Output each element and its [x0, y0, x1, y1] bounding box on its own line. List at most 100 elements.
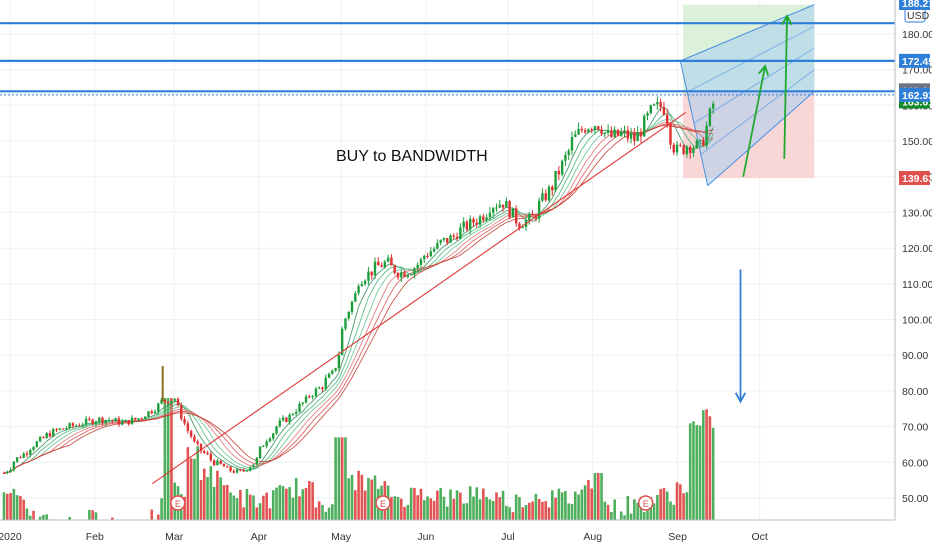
volume-bar [245, 488, 249, 520]
candle-body [446, 238, 449, 243]
candles [2, 96, 715, 475]
candle-body [143, 416, 147, 419]
volume-bar [577, 494, 580, 520]
volume-bar [521, 507, 525, 520]
candle-body [659, 101, 662, 107]
candle-body [616, 129, 620, 136]
volume-bar [442, 496, 446, 520]
candle-body [649, 105, 652, 114]
candle-body [629, 133, 633, 139]
candle-body [340, 328, 344, 356]
volume-bar [580, 489, 584, 520]
candle-body [58, 428, 62, 430]
candle-body [262, 445, 265, 447]
volume-bar [501, 490, 505, 520]
candle-body [610, 130, 613, 138]
candle-body [216, 460, 219, 466]
volume-bar [560, 492, 564, 520]
candle-body [265, 441, 268, 446]
volume-bar [232, 495, 236, 520]
candle-body [219, 460, 222, 465]
time-tick-label: Mar [165, 531, 184, 543]
volume-bar [209, 466, 213, 520]
price-tick-label: 50.00 [902, 493, 928, 505]
volume-bar [19, 495, 22, 520]
volume-bar [708, 416, 712, 520]
volume-bar [321, 504, 324, 520]
candle-body [669, 123, 672, 145]
candle-body [327, 373, 331, 378]
volume-bar [193, 458, 196, 520]
candle-body [229, 466, 232, 471]
candle-body [88, 418, 91, 420]
candle-body [134, 417, 137, 420]
volume-bar [409, 487, 413, 520]
volume-bar [212, 486, 216, 520]
candle-body [416, 264, 419, 269]
volume-bar [196, 446, 200, 520]
time-tick-label: Jul [501, 531, 514, 543]
volume-bar [702, 410, 705, 520]
candle-body [107, 419, 111, 421]
volume-bar [324, 511, 328, 520]
candle-body [613, 129, 616, 138]
volume-bar [32, 510, 35, 520]
candle-body [295, 411, 298, 414]
volume-bar [222, 485, 226, 520]
volume-bar [485, 496, 488, 520]
volume-bar [271, 490, 275, 520]
candle-body [45, 433, 48, 438]
price-tick-label: 60.00 [902, 457, 928, 469]
earnings-label: E [380, 499, 386, 509]
candle-body [432, 248, 436, 252]
candle-body [9, 469, 12, 472]
candle-body [393, 265, 396, 273]
candle-body [475, 222, 478, 225]
volume-bar [459, 492, 462, 520]
volume-bar [268, 508, 272, 520]
volume-bar [327, 507, 331, 520]
volume-bar [262, 495, 265, 520]
candle-body [29, 449, 32, 455]
volume-bar [94, 512, 98, 520]
volume-bar [465, 503, 469, 520]
candle-body [692, 148, 695, 153]
volume-bar [478, 499, 482, 520]
candle-body [501, 204, 505, 208]
candle-body [272, 433, 275, 439]
price-badge [899, 171, 930, 186]
candle-body [370, 271, 373, 276]
candle-body [544, 193, 547, 201]
volume-bar [669, 501, 672, 520]
candle-body [551, 186, 554, 191]
candle-body [564, 154, 567, 161]
volume-bar [235, 498, 239, 520]
volume-bar [225, 484, 229, 520]
channel-fill [680, 4, 815, 186]
candle-body [439, 239, 442, 243]
volume-bar [294, 478, 298, 520]
volume-bar [642, 511, 646, 520]
candle-body [357, 286, 360, 294]
candle-body [380, 265, 383, 268]
volume-bar [2, 492, 6, 520]
candle-body [114, 418, 117, 421]
volume-bar [350, 474, 354, 520]
candle-body [55, 429, 58, 431]
candle-body [245, 470, 249, 472]
candle-body [688, 146, 692, 153]
candle-body [147, 411, 150, 417]
volume-bar [613, 499, 616, 520]
volume-bar [633, 499, 636, 520]
candle-body [186, 423, 190, 432]
candle-body [170, 400, 173, 404]
price-badge [899, 0, 930, 10]
candle-body [505, 201, 508, 208]
volume-bar [600, 473, 603, 520]
price-badge-label: 139.63 [902, 173, 932, 185]
candle-body [176, 398, 180, 406]
channel-upper [680, 4, 815, 62]
volume-bar [636, 502, 639, 520]
volume-bar [347, 478, 351, 520]
